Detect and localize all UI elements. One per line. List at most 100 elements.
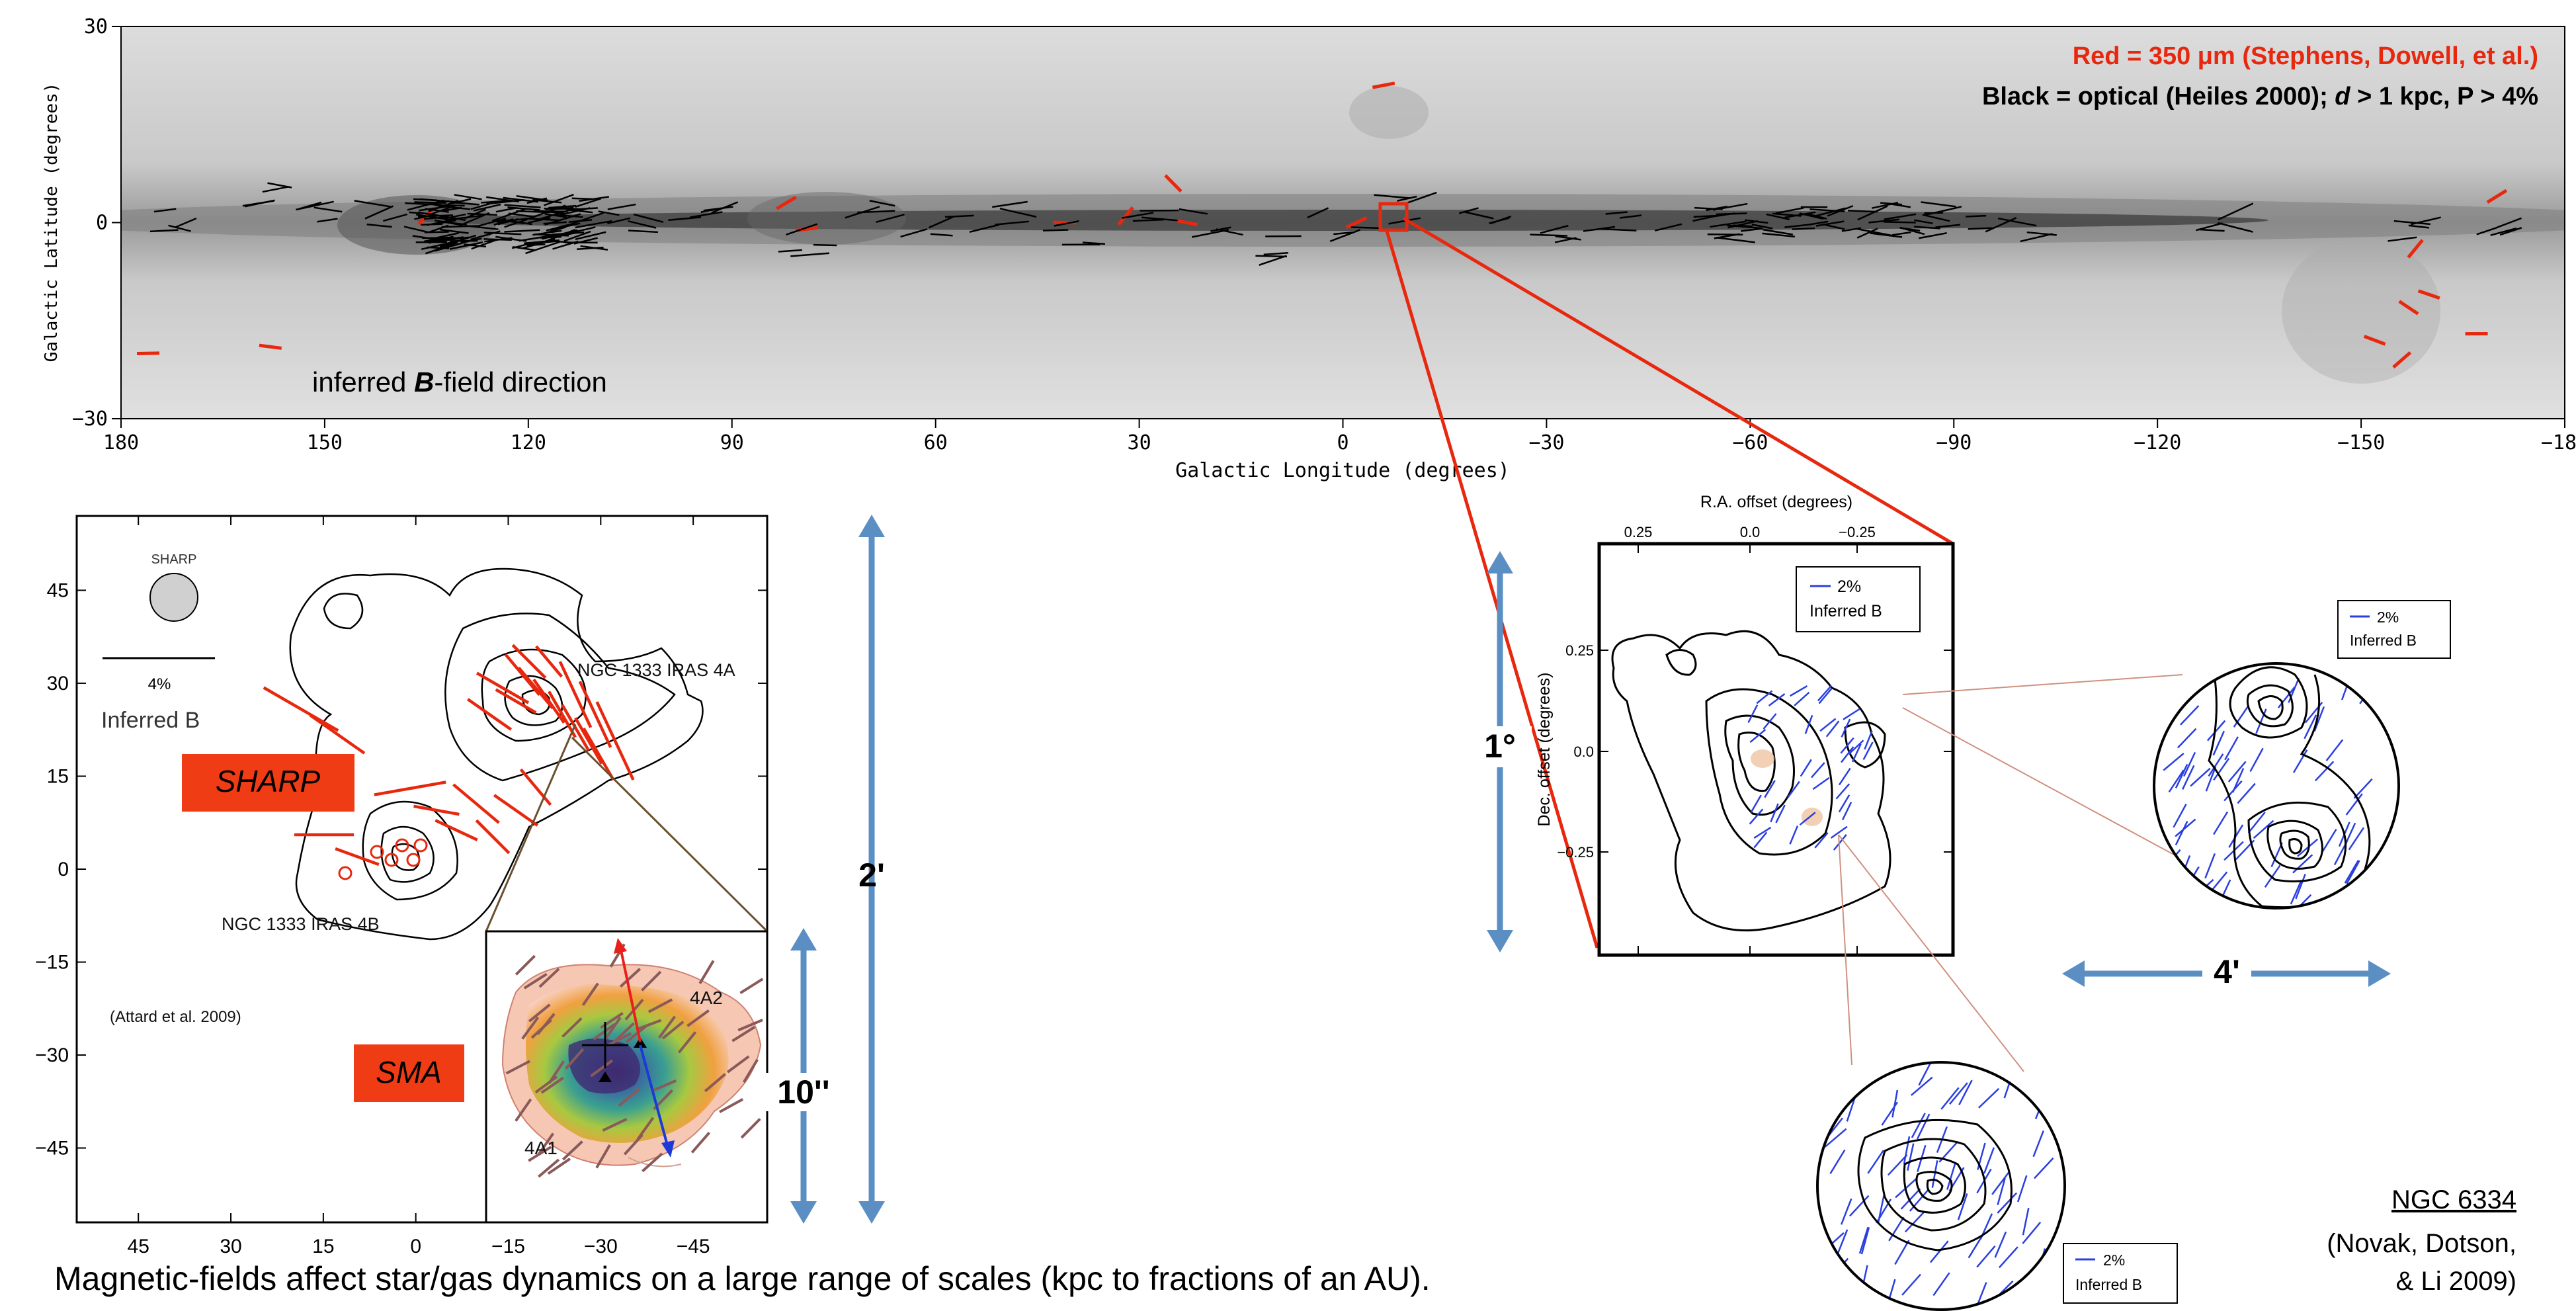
sharp-label-box [182,754,354,812]
black-polarization-vector [483,232,522,235]
black-polarization-vector [507,206,540,211]
black-polarization-vector [168,224,191,232]
circle-lower-vector [2022,1207,2030,1236]
ngc6334-vector [1851,743,1862,763]
black-polarization-vector [413,198,437,202]
circle-lower-vector [1977,1087,2000,1109]
black-polarization-vector [559,232,579,237]
sma-vector [602,1117,628,1132]
sma-vector [614,1022,635,1042]
ngc6334-ref-line1: (Novak, Dotson, [2327,1229,2516,1258]
black-polarization-vector [1856,228,1878,239]
ngc6334-vector [1841,746,1854,763]
black-polarization-vector [571,207,598,211]
y-tick-label: 0.25 [1565,642,1594,659]
sma-vector [595,1144,611,1169]
x-tick-label: −0.25 [1839,524,1876,540]
black-polarization-vector [416,214,452,221]
circle-upper-vector [2249,747,2264,773]
sma-vector [619,968,642,988]
circle-lower-vector [1904,1211,1925,1233]
circle-lower-vector [2036,1070,2058,1090]
x-tick-label: −120 [2134,431,2181,454]
circle-upper-vector [2290,879,2303,905]
circle-lower-vector [1836,1229,1849,1256]
ngc6334-xlabel: R.A. offset (degrees) [1700,493,1852,511]
circle-lower-vector [1829,1257,1849,1280]
sma-vector [739,978,764,994]
black-polarization-vector [464,243,487,248]
sma-vector [536,1013,556,1035]
sharp-vector [511,644,547,679]
sharp-vector [582,727,615,781]
sma-vector [590,1059,614,1078]
sma-label-box [354,1044,464,1102]
black-polarization-vector [504,204,541,208]
scale-bar-4pct-label: 4% [148,675,171,693]
sharp-vector [534,645,563,678]
black-polarization-vector [1210,226,1231,232]
sma-vector [704,1073,726,1093]
black-polarization-vector [1772,212,1802,217]
x-tick-label: −90 [1936,431,1972,454]
circle-lower-vector [1998,1246,2018,1269]
circle-lower-vector [2016,1175,2028,1203]
scale-arrows: 2' 10'' 1° 4' [759,515,2391,1224]
ngc6334-vector [1763,713,1777,730]
ngc6334-vector [1756,690,1773,704]
black-polarization-vector [545,205,567,211]
y-tick-label: 0 [96,212,108,235]
black-polarization-vector [2218,202,2254,221]
black-polarization-vector [1179,208,1208,215]
red-polarization-vector [1117,206,1134,226]
circle-lower-vector [1881,1101,1899,1126]
x-tick-label: 60 [924,431,948,454]
sharp-vector [532,678,565,724]
black-polarization-vector [419,204,456,212]
iras4b-label: NGC 1333 IRAS 4B [222,914,380,934]
zoom-circle-lower: 2% Inferred B [1816,1061,2178,1311]
black-polarization-vector [354,200,392,208]
sharp-vector [495,688,537,714]
sharp-vector [574,717,603,765]
y-tick-label: −30 [35,1044,69,1066]
circle-upper-legend-inferred: Inferred B [2350,632,2417,649]
black-polarization-vector [1464,211,1494,220]
black-polarization-vector [1884,213,1917,220]
circle-lower-vector [1838,1062,1848,1086]
black-polarization-vector [1848,210,1878,213]
circle-lower-vector [1968,1234,1984,1259]
circle-upper-vector [2313,706,2325,732]
black-polarization-vector [1914,219,1933,224]
black-polarization-vector [1490,215,1512,224]
black-polarization-vector [554,214,583,218]
y-tick-label: −45 [35,1138,69,1160]
black-polarization-vector [445,213,466,220]
circle-upper-vector [2190,767,2211,787]
ngc6334-vector [1825,720,1840,738]
sma-vector [642,1152,663,1173]
sharp-vector [476,671,530,704]
black-polarization-vector [1823,224,1845,230]
zoom-line-right [1402,216,1954,546]
circle-lower-vector [1910,1076,1933,1096]
black-polarization-vector [1727,220,1759,229]
ngc6334-vector [1817,685,1832,702]
x-tick-label: −30 [1528,431,1564,454]
black-polarization-vector [2388,236,2417,242]
circle-upper-vector [2292,854,2313,874]
circle-lower-vector [2032,1130,2044,1158]
y-tick-label: −15 [35,952,69,974]
sharp-vector [263,686,339,732]
circle-lower-vector [1983,1147,1995,1174]
sma-vector [561,1140,583,1161]
circle-lower-vector [1858,1226,1869,1254]
circle-upper-vector [2321,828,2337,853]
circle-upper-vector [2350,663,2365,687]
ngc6334-axes: 0.25 0.0 −0.25 0.25 0.0 −0.25 [1557,524,1953,955]
circle-upper-vector [2205,766,2217,792]
circle-upper-vector [2292,894,2312,908]
circle-upper-vector [2183,751,2196,777]
inferred-b-label: Inferred B [101,708,200,733]
black-polarization-vector [1082,241,1105,245]
